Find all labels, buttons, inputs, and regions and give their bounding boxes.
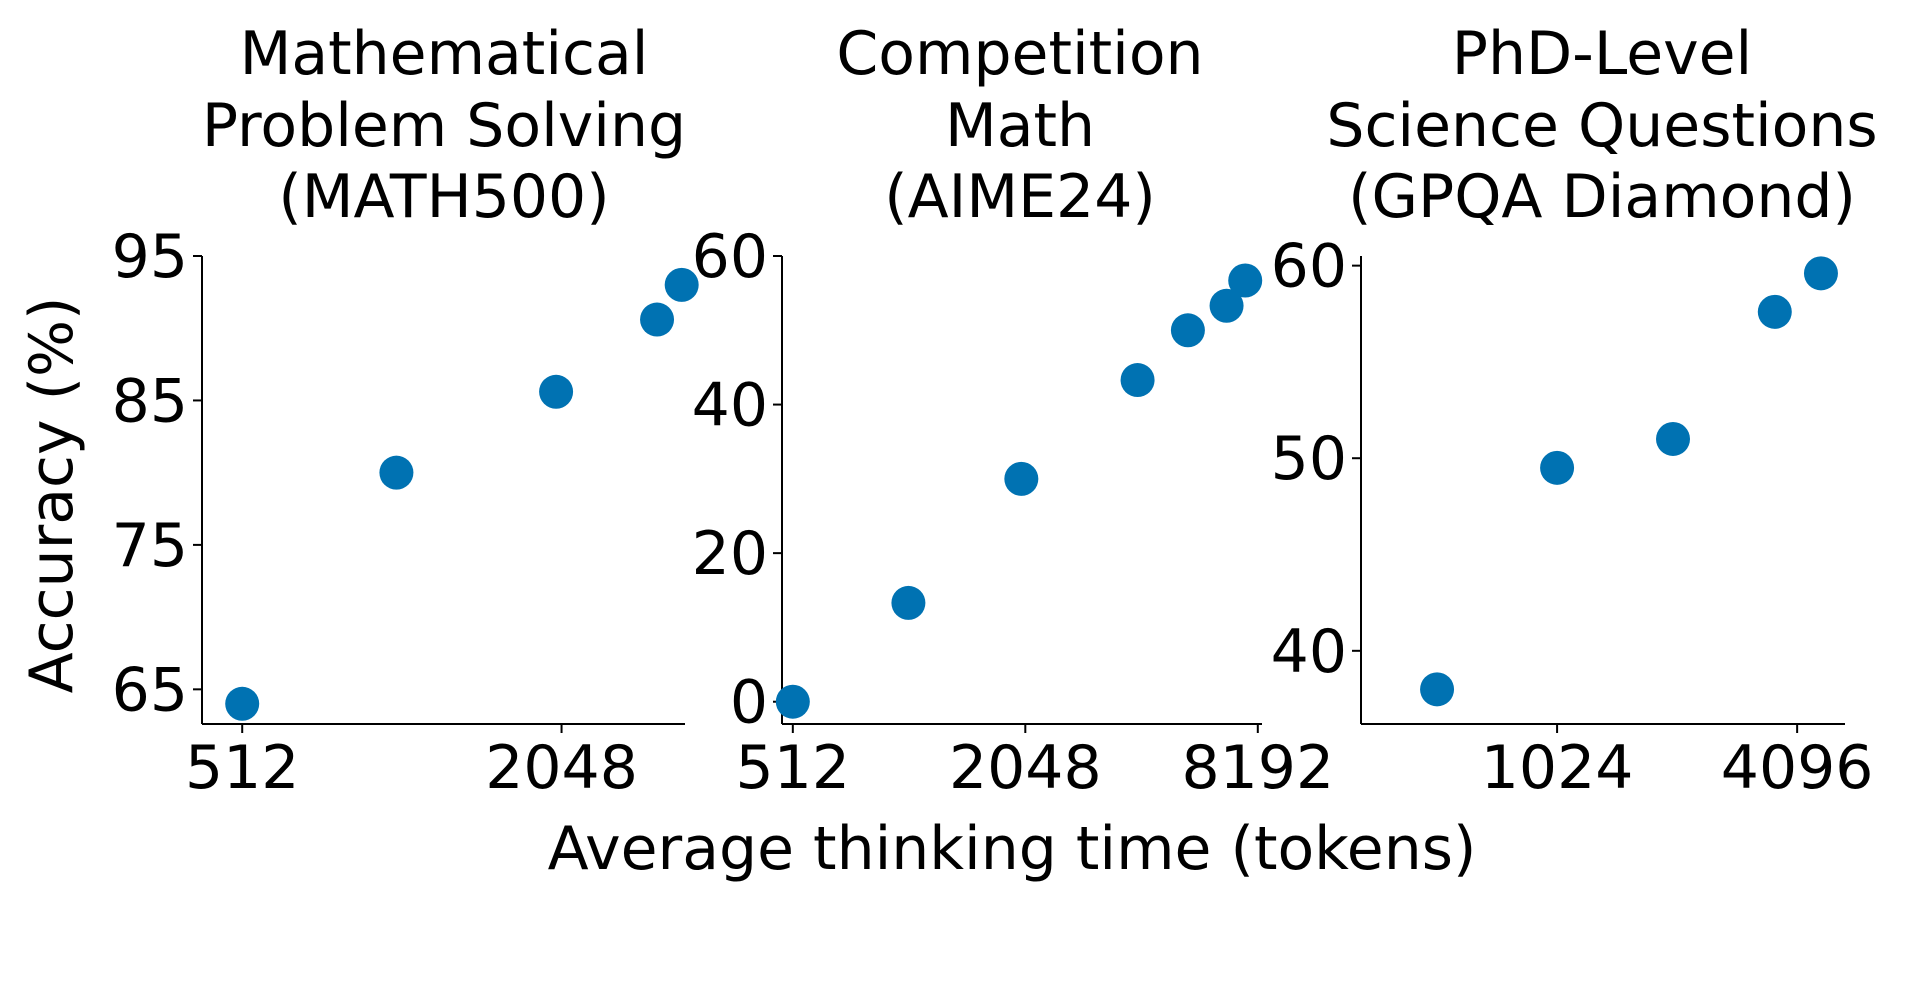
data-point — [1540, 450, 1575, 485]
y-tick-label: 50 — [1271, 424, 1347, 494]
data-point — [1757, 294, 1792, 329]
data-point — [640, 302, 675, 337]
data-point — [664, 267, 699, 302]
panel-title-line: Problem Solving — [202, 91, 686, 161]
panel-title-line: (MATH500) — [278, 162, 609, 232]
y-tick-label: 75 — [112, 511, 188, 581]
x-axis-label: Average thinking time (tokens) — [548, 814, 1477, 884]
panel-title-line: Science Questions — [1326, 91, 1877, 161]
data-point — [1228, 263, 1263, 298]
y-tick-label: 40 — [1271, 617, 1347, 687]
data-point — [1209, 288, 1244, 323]
x-tick-label: 4096 — [1721, 733, 1874, 803]
y-tick-label: 95 — [112, 222, 188, 292]
data-point — [1803, 256, 1838, 291]
x-tick-label: 1024 — [1481, 733, 1634, 803]
x-tick-label: 8192 — [1181, 733, 1334, 803]
y-tick-label: 60 — [692, 222, 768, 292]
data-point — [1656, 421, 1691, 456]
panel-title-line: Competition — [836, 19, 1203, 89]
panel-title-line: Mathematical — [240, 19, 649, 89]
panel-title: Competition Math (AIME24) — [836, 19, 1203, 232]
x-tick-label: 2048 — [485, 733, 638, 803]
data-point — [225, 686, 260, 721]
panel-title-line: PhD-Level — [1452, 19, 1752, 89]
y-axis-label: Accuracy (%) — [17, 297, 87, 694]
data-point — [1004, 461, 1039, 496]
data-point — [1420, 672, 1455, 707]
panel-title: Mathematical Problem Solving (MATH500) — [202, 19, 686, 232]
data-point — [1170, 313, 1205, 348]
panel-title-line: Math — [945, 91, 1095, 161]
x-tick-label: 2048 — [949, 733, 1102, 803]
data-point — [1120, 363, 1155, 398]
y-tick-label: 60 — [1271, 232, 1347, 302]
data-point — [891, 585, 926, 620]
panel-title-line: (GPQA Diamond) — [1348, 162, 1856, 232]
y-tick-label: 20 — [692, 519, 768, 589]
y-tick-label: 40 — [692, 371, 768, 441]
x-tick-label: 512 — [736, 733, 851, 803]
chart-panel-2: Competition Math (AIME24) 0 20 40 60 512 2048 819… — [692, 19, 1335, 803]
data-point — [775, 684, 810, 719]
y-tick-label: 0 — [730, 668, 768, 738]
panel-title: PhD-Level Science Questions (GPQA Diamond) — [1326, 19, 1877, 232]
chart-panels: Mathematical Problem Solving (MATH500) 65 75… — [112, 19, 1878, 803]
data-point — [539, 374, 574, 409]
y-tick-label: 85 — [112, 366, 188, 436]
x-tick-label: 512 — [185, 733, 300, 803]
y-tick-label: 65 — [112, 655, 188, 725]
chart-panel-3: PhD-Level Science Questions (GPQA Diamond)… — [1271, 19, 1878, 803]
data-point — [379, 455, 414, 490]
panel-title-line: (AIME24) — [884, 162, 1156, 232]
chart-panel-1: Mathematical Problem Solving (MATH500) 65 75… — [112, 19, 699, 803]
